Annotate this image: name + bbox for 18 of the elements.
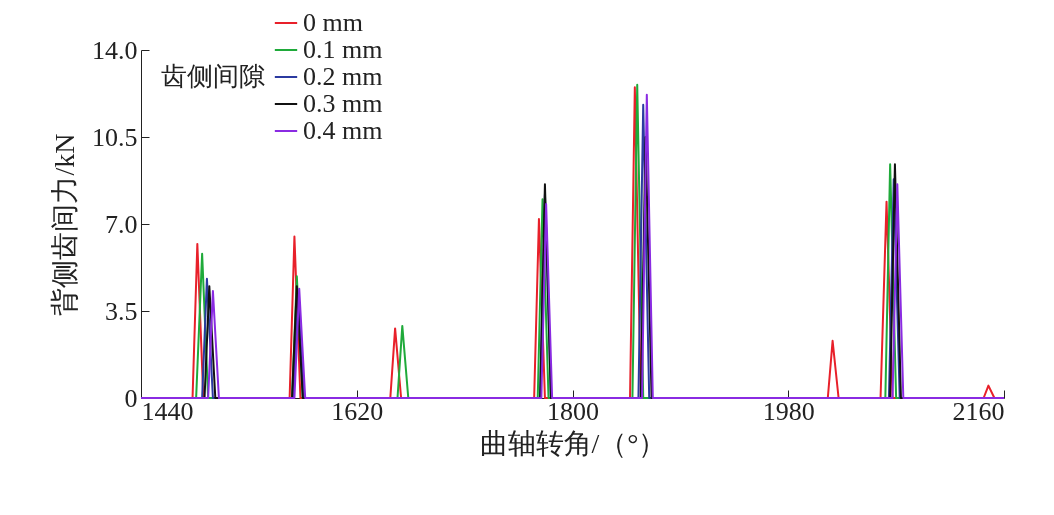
legend-label: 0.2 mm — [303, 62, 383, 91]
x-tick-label: 1800 — [547, 396, 599, 426]
y-tick-label: 10.5 — [92, 122, 138, 152]
x-axis-title: 曲轴转角/（°） — [479, 427, 667, 459]
y-tick-label: 0 — [124, 383, 138, 413]
y-tick-label: 14.0 — [92, 35, 138, 65]
legend-label: 0.1 mm — [303, 35, 383, 64]
legend-label: 0.3 mm — [303, 89, 383, 118]
legend-label: 0 mm — [303, 8, 363, 37]
x-tick-label: 1980 — [762, 396, 815, 426]
legend-label: 0.4 mm — [303, 116, 383, 145]
y-tick-label: 3.5 — [105, 296, 138, 326]
legend-title: 齿侧间隙 — [161, 62, 265, 91]
x-tick-label: 2160 — [952, 396, 1005, 426]
y-tick-label: 7.0 — [105, 209, 138, 239]
x-tick-label: 1620 — [331, 396, 384, 426]
y-axis-title: 背侧齿间力/kN — [49, 133, 80, 316]
x-tick-label: 1440 — [141, 396, 194, 426]
